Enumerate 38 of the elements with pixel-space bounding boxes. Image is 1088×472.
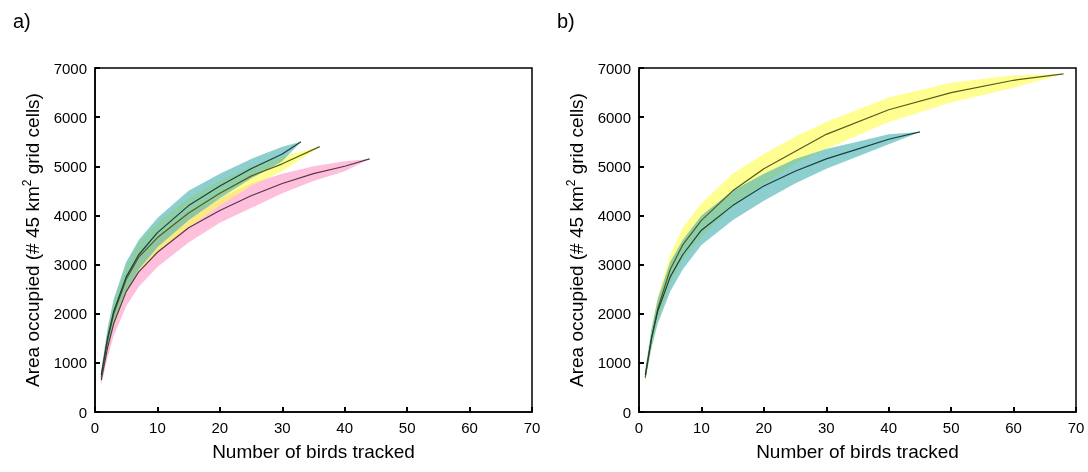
x-tick-label: 60 <box>461 419 478 436</box>
chart-title: b) <box>557 10 575 32</box>
y-tick-label: 0 <box>78 403 87 421</box>
x-tick-label: 70 <box>523 419 541 436</box>
y-tick-label: 7000 <box>53 59 87 77</box>
x-tick-label: 30 <box>817 419 835 436</box>
y-tick-label: 5000 <box>597 157 631 175</box>
y-tick-label: 0 <box>622 403 631 421</box>
x-axis-title: Number of birds tracked <box>756 441 959 462</box>
x-tick-label: 20 <box>755 419 773 436</box>
x-tick-label: 40 <box>336 419 354 436</box>
x-tick-label: 0 <box>90 419 100 436</box>
x-tick-label: 50 <box>942 419 960 436</box>
x-tick-label: 70 <box>1067 419 1085 436</box>
x-tick-label: 60 <box>1005 419 1022 436</box>
y-tick-label: 4000 <box>53 206 87 224</box>
x-tick-label: 50 <box>398 419 416 436</box>
y-tick-label: 5000 <box>53 157 87 175</box>
y-tick-label: 3000 <box>53 256 87 274</box>
x-tick-label: 40 <box>880 419 898 436</box>
x-tick-label: 10 <box>693 419 710 436</box>
y-tick-label: 6000 <box>53 108 87 126</box>
y-tick-label: 2000 <box>53 305 87 323</box>
y-tick-label: 4000 <box>597 206 631 224</box>
x-tick-label: 30 <box>273 419 291 436</box>
x-tick-label: 0 <box>634 419 644 436</box>
x-axis-title: Number of birds tracked <box>212 441 415 462</box>
chart-title: a) <box>13 10 31 32</box>
y-tick-label: 3000 <box>597 256 631 274</box>
x-tick-label: 10 <box>149 419 166 436</box>
y-tick-label: 6000 <box>597 108 631 126</box>
y-tick-label: 2000 <box>597 305 631 323</box>
y-tick-label: 7000 <box>597 59 631 77</box>
x-tick-label: 20 <box>211 419 229 436</box>
y-axis-title: Area occupied (# 45 km2 grid cells) <box>564 93 587 387</box>
y-axis-title: Area occupied (# 45 km2 grid cells) <box>20 93 43 387</box>
y-tick-label: 1000 <box>53 354 87 372</box>
y-tick-label: 1000 <box>597 354 631 372</box>
